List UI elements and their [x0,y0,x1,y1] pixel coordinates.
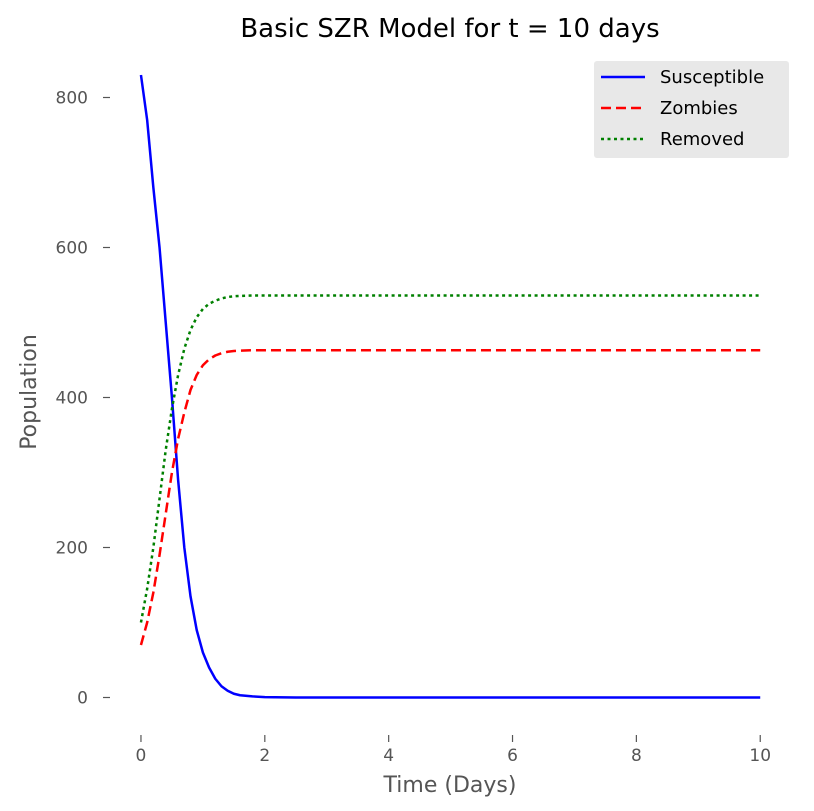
y-tick-label: 800 [56,89,88,109]
y-tick-label: 0 [77,689,88,709]
series-line-removed [139,294,761,623]
chart-title: Basic SZR Model for t = 10 days [240,14,659,44]
legend: Susceptible Zombies Removed [594,61,789,158]
x-tick-label: 4 [383,746,394,766]
series-line-zombies [139,349,761,646]
y-tick-label: 600 [56,239,88,259]
y-tick-label: 200 [56,539,88,559]
x-tick-label: 2 [259,746,270,766]
x-tick-label: 0 [136,746,147,766]
axes: 0 2 4 6 8 10 0 200 400 600 800 [56,89,772,767]
legend-label-zombies: Zombies [660,98,738,119]
plot-area [139,74,761,699]
x-tick-label: 6 [507,746,518,766]
legend-label-removed: Removed [660,129,744,150]
x-axis-label: Time (Days) [383,773,517,798]
series-line-susceptible [139,74,761,699]
y-axis-label: Population [17,334,42,450]
legend-label-susceptible: Susceptible [660,67,764,88]
x-tick-label: 8 [631,746,642,766]
y-tick-label: 400 [56,389,88,409]
legend-box [594,61,789,158]
x-tick-label: 10 [749,746,771,766]
